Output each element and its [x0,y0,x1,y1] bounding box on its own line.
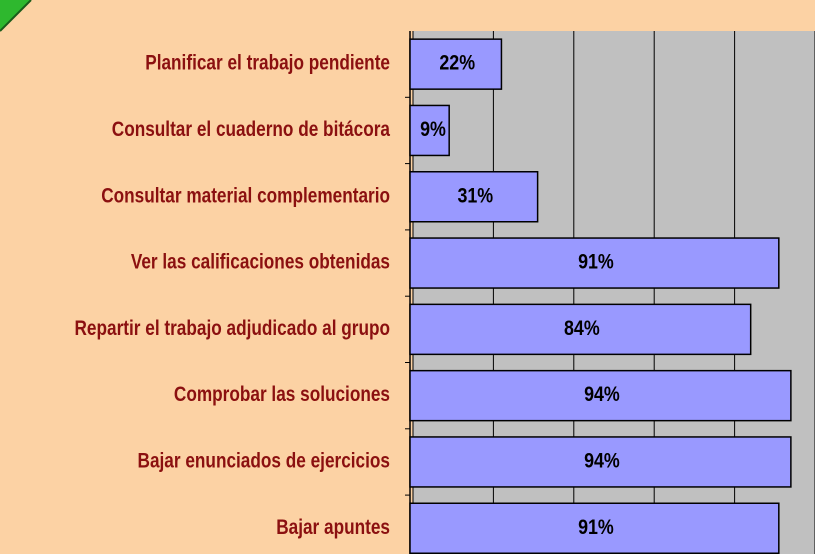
value-label: 31% [457,184,493,208]
bar [409,502,780,554]
y-tick-label: Consultar material complementario [101,185,390,208]
bar [409,104,450,157]
value-label: 84% [564,317,600,341]
y-tick-label: Planificar el trabajo pendiente [145,52,390,75]
value-label-group: 91% [578,515,614,539]
bar [409,38,503,90]
value-label: 22% [439,51,475,75]
y-tick-label: Consultar el cuaderno de bitácora [112,119,391,142]
value-label: 94% [584,449,620,473]
y-tick-label: Bajar apuntes [276,516,390,539]
category-label-group: Bajar enunciados de ejercicios [138,450,390,473]
value-label-group: 91% [578,250,614,274]
category-label-group: Comprobar las soluciones [174,384,390,407]
y-tick-label: Comprobar las soluciones [174,384,390,407]
value-label-group: 94% [584,449,620,473]
category-label-group: Repartir el trabajo adjudicado al grupo [74,317,390,340]
value-label-group: 94% [584,383,620,407]
value-label: 91% [578,250,614,274]
value-label-group: 84% [564,317,600,341]
bar [409,369,792,422]
value-label: 9% [420,118,446,142]
value-label: 94% [584,383,620,407]
bar [409,171,539,223]
corner-edge [0,0,32,32]
category-label-group: Consultar material complementario [101,185,390,208]
category-label-group: Ver las calificaciones obtenidas [131,251,390,274]
category-label-group: Planificar el trabajo pendiente [145,52,390,75]
bar [409,303,752,356]
category-label-group: Bajar apuntes [276,516,390,539]
bar [409,436,792,488]
value-label-group: 31% [457,184,493,208]
value-label: 91% [578,515,614,539]
value-label-group: 22% [439,51,475,75]
value-label-group: 9% [420,118,446,142]
y-tick-label: Repartir el trabajo adjudicado al grupo [74,317,390,340]
y-tick-label: Bajar enunciados de ejercicios [138,450,390,473]
bar [409,237,780,289]
y-tick-label: Ver las calificaciones obtenidas [131,251,390,274]
category-label-group: Consultar el cuaderno de bitácora [112,119,391,142]
